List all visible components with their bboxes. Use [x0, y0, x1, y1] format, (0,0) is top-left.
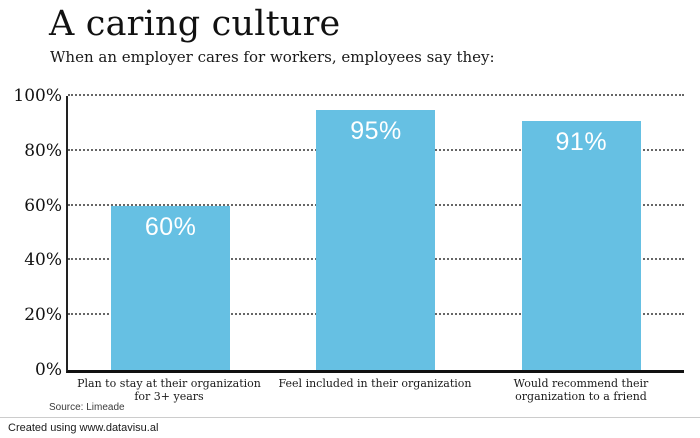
bar-slot: 60% — [68, 96, 273, 370]
y-tick-label: 80% — [24, 140, 62, 161]
source-note: Source: Limeade — [49, 402, 125, 413]
footer-divider — [0, 417, 700, 418]
bar-value-label: 91% — [555, 127, 608, 156]
page-title: A caring culture — [49, 4, 341, 44]
bars-container: 60% 95% 91% — [68, 96, 684, 370]
bar-slot: 95% — [273, 96, 478, 370]
y-tick-label: 20% — [24, 305, 62, 326]
y-tick-label: 60% — [24, 195, 62, 216]
bar: 95% — [316, 109, 436, 370]
bar: 91% — [521, 120, 641, 370]
y-tick-label: 0% — [35, 360, 62, 380]
y-tick-label: 100% — [13, 86, 62, 106]
category-label: Plan to stay at their organization for 3… — [77, 377, 261, 404]
page-subtitle: When an employer cares for workers, empl… — [50, 48, 495, 66]
category-label: Feel included in their organization — [278, 377, 472, 390]
x-axis-category-labels: Plan to stay at their organization for 3… — [66, 377, 684, 403]
category-label: Would recommend their organization to a … — [513, 377, 649, 404]
plot-area: 60% 95% 91% — [66, 94, 684, 373]
bar-value-label: 60% — [144, 212, 197, 241]
footer-credit: Created using www.datavisu.al — [8, 422, 159, 434]
bar: 60% — [111, 205, 231, 370]
bar-slot: 91% — [479, 96, 684, 370]
y-axis-ticks: 0% 20% 40% 60% 80% 100% — [0, 86, 62, 380]
gridline — [68, 94, 684, 96]
bar-value-label: 95% — [350, 116, 402, 145]
y-tick-label: 40% — [24, 250, 62, 271]
